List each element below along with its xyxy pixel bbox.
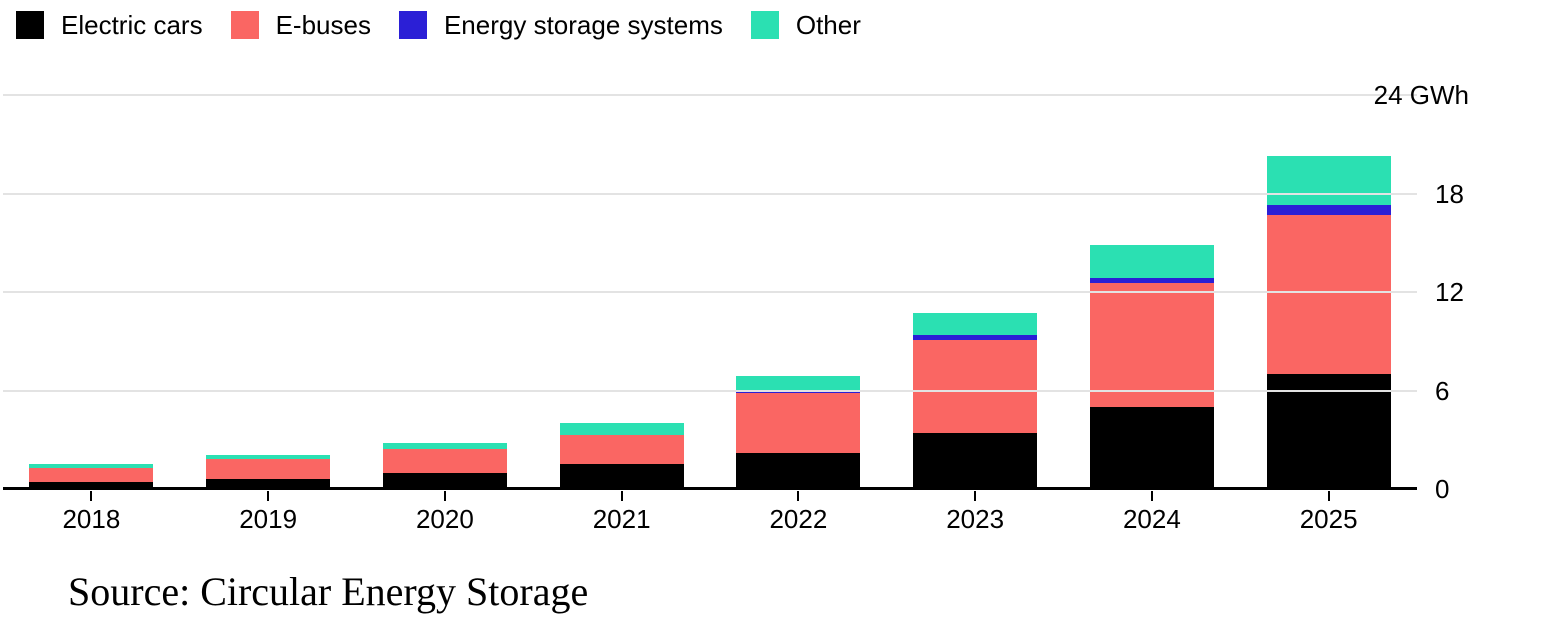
x-axis-line	[3, 487, 1417, 490]
bar-segment-other-2024	[1089, 245, 1214, 279]
bar-2020	[382, 443, 507, 489]
bar-segment-other-2019	[206, 454, 331, 460]
bar-segment-electric-cars-2023	[913, 433, 1038, 489]
gridline-18	[3, 192, 1417, 195]
bar-segment-other-2023	[913, 312, 1038, 335]
bar-segment-electric-cars-2021	[559, 464, 684, 489]
bar-group-2019: 2019	[180, 95, 357, 533]
x-axis-tick-2020	[443, 491, 446, 501]
bar-segment-e-buses-2025	[1266, 214, 1391, 375]
bar-2018	[29, 463, 154, 489]
bar-segment-other-2020	[382, 443, 507, 449]
bar-group-2025: 2025	[1240, 95, 1417, 533]
bar-2024	[1089, 245, 1214, 489]
bar-2021	[559, 423, 684, 489]
legend-label-e-buses: E-buses	[275, 10, 371, 40]
legend-swatch-electric-cars	[16, 11, 44, 39]
gridline-6	[3, 389, 1417, 392]
bar-segment-e-buses-2019	[206, 459, 331, 480]
gridline-12	[3, 291, 1417, 293]
legend: Electric cars E-buses Energy storage syste…	[16, 11, 861, 39]
bar-segment-energy-storage-systems-2024	[1089, 278, 1214, 283]
bar-segment-other-2018	[29, 463, 154, 469]
bar-segment-electric-cars-2018	[29, 482, 154, 489]
x-axis-label-2021: 2021	[592, 504, 651, 534]
x-axis-tick-2019	[267, 491, 270, 501]
x-axis-label-2020: 2020	[415, 504, 474, 534]
bar-segment-e-buses-2022	[736, 392, 861, 453]
legend-label-other: Other	[795, 10, 861, 40]
bar-segment-electric-cars-2020	[382, 472, 507, 489]
bar-group-2018: 2018	[3, 95, 180, 533]
bar-segment-electric-cars-2022	[736, 452, 861, 489]
bar-2025	[1266, 155, 1391, 489]
bar-group-2024: 2024	[1064, 95, 1241, 533]
bar-group-2021: 2021	[533, 95, 710, 533]
x-axis-label-2024: 2024	[1122, 504, 1181, 534]
x-axis-label-2025: 2025	[1299, 504, 1358, 534]
bar-segment-electric-cars-2025	[1266, 374, 1391, 489]
legend-label-electric-cars: Electric cars	[61, 10, 203, 40]
y-axis-label-6: 6	[1435, 375, 1450, 406]
legend-item-electric-cars: Electric cars	[16, 11, 203, 39]
gridline-24	[3, 94, 1417, 96]
legend-item-other: Other	[750, 10, 861, 40]
bar-2019	[206, 454, 331, 489]
x-axis-tick-2023	[974, 491, 977, 501]
legend-swatch-e-buses	[230, 11, 259, 39]
bar-segment-other-2025	[1266, 155, 1391, 206]
y-axis-label-18: 18	[1435, 178, 1464, 209]
bar-segment-e-buses-2024	[1089, 282, 1214, 407]
x-axis-label-2022: 2022	[769, 504, 828, 534]
bar-group-2022: 2022	[710, 95, 887, 533]
bar-segment-e-buses-2023	[913, 339, 1038, 434]
bar-group-2023: 2023	[887, 95, 1064, 533]
bar-segment-e-buses-2021	[559, 434, 684, 465]
legend-item-energy-storage-systems: Energy storage systems	[398, 10, 723, 40]
bars-container: 2018 2019 2020 2021 2022 2023 2024 2025	[3, 95, 1417, 533]
x-axis-label-2023: 2023	[946, 504, 1005, 534]
y-axis-label-24: 24 GWh	[1373, 80, 1469, 110]
bar-segment-energy-storage-systems-2023	[913, 334, 1038, 340]
bar-segment-other-2022	[736, 375, 861, 390]
x-axis-label-2019: 2019	[239, 504, 298, 534]
source-text: Source: Circular Energy Storage	[68, 569, 589, 614]
bar-2023	[913, 312, 1038, 489]
x-axis-tick-2025	[1327, 491, 1330, 501]
bar-segment-electric-cars-2019	[206, 479, 331, 489]
bar-segment-e-buses-2018	[29, 468, 154, 483]
bar-segment-other-2021	[559, 423, 684, 435]
legend-item-e-buses: E-buses	[230, 10, 371, 40]
y-axis-label-12: 12	[1435, 277, 1464, 307]
x-axis-tick-2021	[620, 491, 623, 501]
x-axis-tick-2022	[797, 491, 800, 501]
legend-swatch-energy-storage-systems	[398, 11, 427, 39]
plot-area: 2018 2019 2020 2021 2022 2023 2024 2025	[3, 94, 1417, 533]
y-axis-label-0: 0	[1435, 474, 1450, 504]
bar-2022	[736, 375, 861, 489]
legend-label-energy-storage-systems: Energy storage systems	[443, 10, 723, 40]
bar-group-2020: 2020	[357, 95, 534, 533]
x-axis-tick-2024	[1150, 491, 1153, 501]
bar-segment-energy-storage-systems-2025	[1266, 205, 1391, 215]
x-axis-tick-2018	[90, 491, 93, 501]
bar-segment-e-buses-2020	[382, 448, 507, 473]
legend-swatch-other	[750, 11, 779, 39]
x-axis-label-2018: 2018	[62, 504, 121, 534]
bar-segment-electric-cars-2024	[1089, 406, 1214, 489]
